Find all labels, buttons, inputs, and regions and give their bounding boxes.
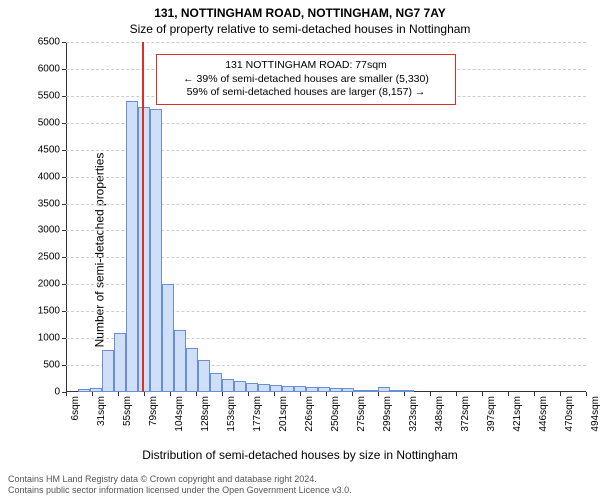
histogram-bar bbox=[258, 384, 270, 392]
y-tick-mark bbox=[62, 42, 66, 43]
x-tick-label: 6sqm bbox=[70, 396, 81, 444]
x-tick-label: 201sqm bbox=[278, 396, 289, 444]
x-tick-label: 275sqm bbox=[356, 396, 367, 444]
histogram-bar bbox=[126, 101, 138, 392]
x-tick-mark bbox=[118, 392, 119, 396]
histogram-bar bbox=[234, 381, 246, 392]
footer-line-1: Contains HM Land Registry data © Crown c… bbox=[8, 474, 592, 485]
histogram-bar bbox=[270, 385, 282, 392]
histogram-bar bbox=[138, 107, 150, 392]
y-tick-mark bbox=[62, 123, 66, 124]
x-tick-mark bbox=[430, 392, 431, 396]
histogram-bar bbox=[222, 379, 234, 392]
x-tick-label: 31sqm bbox=[96, 396, 107, 444]
x-tick-mark bbox=[222, 392, 223, 396]
y-tick-mark bbox=[62, 338, 66, 339]
y-tick-mark bbox=[62, 177, 66, 178]
x-tick-label: 421sqm bbox=[512, 396, 523, 444]
y-tick-mark bbox=[62, 204, 66, 205]
y-tick-mark bbox=[62, 284, 66, 285]
histogram-bar bbox=[378, 387, 390, 392]
x-tick-label: 470sqm bbox=[564, 396, 575, 444]
histogram-bar bbox=[78, 389, 90, 392]
histogram-bar bbox=[306, 387, 318, 392]
x-tick-label: 55sqm bbox=[122, 396, 133, 444]
x-tick-label: 79sqm bbox=[148, 396, 159, 444]
x-tick-label: 226sqm bbox=[304, 396, 315, 444]
chart-container: 131, NOTTINGHAM ROAD, NOTTINGHAM, NG7 7A… bbox=[0, 0, 600, 500]
callout-line: 59% of semi-detached houses are larger (… bbox=[165, 86, 447, 100]
histogram-bar bbox=[366, 390, 378, 392]
x-tick-label: 323sqm bbox=[408, 396, 419, 444]
x-tick-label: 446sqm bbox=[538, 396, 549, 444]
y-axis-line bbox=[66, 42, 67, 392]
histogram-bar bbox=[282, 386, 294, 392]
x-tick-mark bbox=[248, 392, 249, 396]
histogram-bar bbox=[150, 109, 162, 392]
x-tick-label: 299sqm bbox=[382, 396, 393, 444]
x-axis-label: Distribution of semi-detached houses by … bbox=[0, 448, 600, 462]
x-tick-mark bbox=[586, 392, 587, 396]
plot-area: 0500100015002000250030003500400045005000… bbox=[66, 42, 586, 392]
callout-line: 131 NOTTINGHAM ROAD: 77sqm bbox=[165, 59, 447, 73]
histogram-bar bbox=[330, 388, 342, 392]
chart-title-line-2: Size of property relative to semi-detach… bbox=[0, 22, 600, 36]
chart-title-line-1: 131, NOTTINGHAM ROAD, NOTTINGHAM, NG7 7A… bbox=[0, 6, 600, 20]
x-tick-mark bbox=[404, 392, 405, 396]
histogram-bar bbox=[174, 330, 186, 392]
x-tick-mark bbox=[456, 392, 457, 396]
y-tick-mark bbox=[62, 257, 66, 258]
x-tick-label: 104sqm bbox=[174, 396, 185, 444]
x-tick-mark bbox=[378, 392, 379, 396]
x-tick-mark bbox=[66, 392, 67, 396]
x-tick-mark bbox=[144, 392, 145, 396]
y-tick-mark bbox=[62, 96, 66, 97]
histogram-bar bbox=[210, 373, 222, 392]
x-tick-label: 177sqm bbox=[252, 396, 263, 444]
histogram-bar bbox=[186, 348, 198, 392]
y-tick-mark bbox=[62, 365, 66, 366]
x-tick-mark bbox=[534, 392, 535, 396]
gridline-h bbox=[66, 42, 586, 43]
histogram-bar bbox=[198, 360, 210, 392]
footer-attribution: Contains HM Land Registry data © Crown c… bbox=[8, 474, 592, 497]
callout-line: ← 39% of semi-detached houses are smalle… bbox=[165, 73, 447, 87]
footer-line-2: Contains public sector information licen… bbox=[8, 485, 592, 496]
x-tick-label: 128sqm bbox=[200, 396, 211, 444]
y-tick-mark bbox=[62, 150, 66, 151]
y-tick-mark bbox=[62, 230, 66, 231]
x-tick-label: 348sqm bbox=[434, 396, 445, 444]
x-tick-mark bbox=[300, 392, 301, 396]
x-tick-mark bbox=[482, 392, 483, 396]
y-tick-mark bbox=[62, 311, 66, 312]
x-tick-mark bbox=[508, 392, 509, 396]
x-tick-mark bbox=[560, 392, 561, 396]
histogram-bar bbox=[390, 390, 402, 392]
x-tick-label: 153sqm bbox=[226, 396, 237, 444]
x-tick-mark bbox=[196, 392, 197, 396]
x-tick-label: 494sqm bbox=[590, 396, 600, 444]
x-tick-mark bbox=[170, 392, 171, 396]
property-marker-line bbox=[142, 42, 144, 392]
x-tick-mark bbox=[326, 392, 327, 396]
histogram-bar bbox=[318, 387, 330, 392]
x-tick-label: 250sqm bbox=[330, 396, 341, 444]
y-tick-mark bbox=[62, 69, 66, 70]
histogram-bar bbox=[114, 333, 126, 392]
x-tick-label: 397sqm bbox=[486, 396, 497, 444]
x-tick-mark bbox=[352, 392, 353, 396]
callout-box: 131 NOTTINGHAM ROAD: 77sqm← 39% of semi-… bbox=[156, 54, 456, 105]
histogram-bar bbox=[246, 383, 258, 392]
histogram-bar bbox=[162, 284, 174, 392]
histogram-bar bbox=[354, 390, 366, 392]
x-tick-label: 372sqm bbox=[460, 396, 471, 444]
x-tick-mark bbox=[274, 392, 275, 396]
histogram-bar bbox=[102, 350, 114, 392]
x-tick-mark bbox=[92, 392, 93, 396]
